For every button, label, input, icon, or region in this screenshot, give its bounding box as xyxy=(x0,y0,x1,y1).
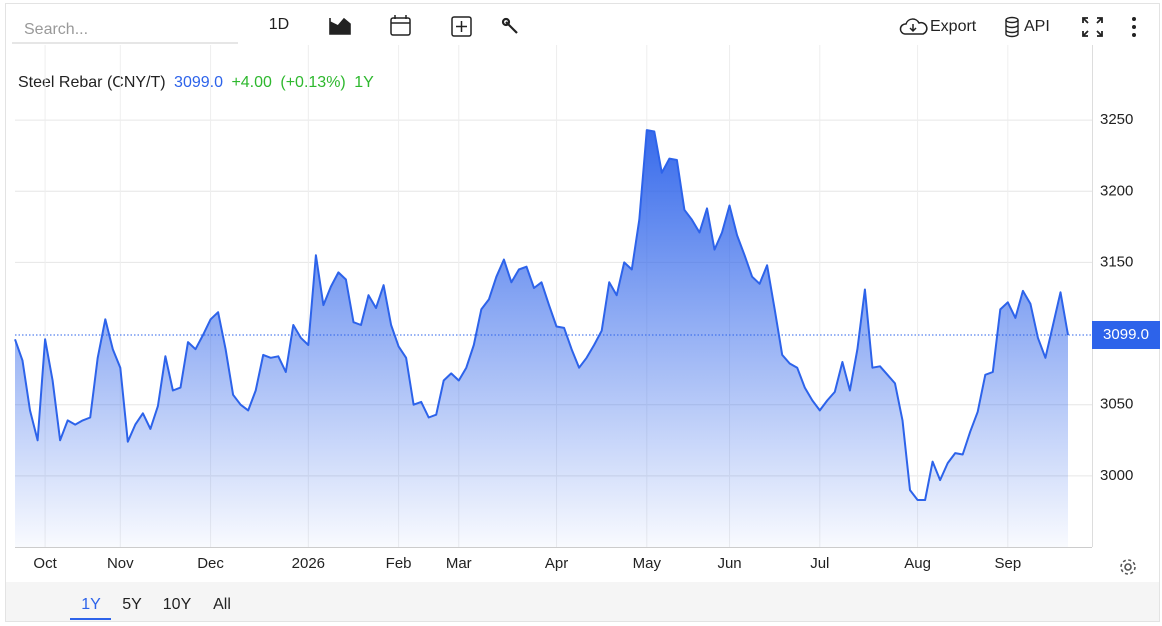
last-price-tag xyxy=(1092,320,1160,349)
compare-button[interactable] xyxy=(451,16,472,37)
fullscreen-button[interactable] xyxy=(1082,17,1103,37)
plot-area: 3000 3050 3150 3200 3250 Oct Nov Dec 2026 Feb Mar A… xyxy=(14,45,1160,572)
last-price-label: 3099.0 xyxy=(1103,326,1149,343)
tools-button[interactable] xyxy=(501,17,518,34)
range-button[interactable]: 10Y xyxy=(163,596,192,613)
area-fill xyxy=(15,130,1068,547)
x-tick-label: Apr xyxy=(545,555,568,572)
x-tick-label: Feb xyxy=(386,555,412,572)
x-tick-label: Dec xyxy=(197,555,224,572)
x-tick-label: Sep xyxy=(994,555,1021,572)
y-tick-label: 3200 xyxy=(1100,182,1133,199)
x-tick-label: Jul xyxy=(810,555,829,572)
y-tick-label: 3250 xyxy=(1100,111,1133,128)
export-label: Export xyxy=(930,18,977,35)
range-bar xyxy=(6,582,1159,621)
x-tick-label: Oct xyxy=(33,555,57,572)
x-tick-label: Aug xyxy=(904,555,931,572)
chart-header: Steel Rebar (CNY/T) 3099.0 +4.00 (+0.13%… xyxy=(18,74,374,91)
range-active-underline xyxy=(70,618,111,620)
api-button[interactable]: API xyxy=(1005,16,1050,38)
settings-button[interactable] xyxy=(1120,559,1136,575)
price: 3099.0 xyxy=(174,74,223,91)
interval-button[interactable]: 1D xyxy=(269,16,289,33)
change: +4.00 xyxy=(231,74,272,91)
change-pct: (+0.13%) xyxy=(280,74,345,91)
period: 1Y xyxy=(354,74,374,91)
y-tick-label: 3050 xyxy=(1100,396,1133,413)
y-tick-label: 3000 xyxy=(1100,467,1133,484)
x-tick-label: Nov xyxy=(107,555,134,572)
x-tick-label: Jun xyxy=(717,555,741,572)
range-buttons: 1Y 5Y 10Y All xyxy=(70,596,231,620)
range-button[interactable]: 1Y xyxy=(81,596,101,613)
export-button[interactable]: Export xyxy=(899,18,977,35)
x-tick-label: 2026 xyxy=(292,555,325,572)
y-tick-label: 3150 xyxy=(1100,253,1133,270)
range-button[interactable]: 5Y xyxy=(122,596,142,613)
x-tick-label: May xyxy=(633,555,662,572)
x-tick-label: Mar xyxy=(446,555,472,572)
chart-title: Steel Rebar (CNY/T) xyxy=(18,74,166,91)
price-line xyxy=(14,129,1069,501)
chart-type-button[interactable] xyxy=(329,17,351,35)
range-button[interactable]: All xyxy=(213,596,231,613)
more-button[interactable] xyxy=(1132,17,1136,37)
api-label: API xyxy=(1024,18,1050,35)
search-input[interactable]: Search... xyxy=(24,21,88,38)
calendar-button[interactable] xyxy=(390,15,411,36)
